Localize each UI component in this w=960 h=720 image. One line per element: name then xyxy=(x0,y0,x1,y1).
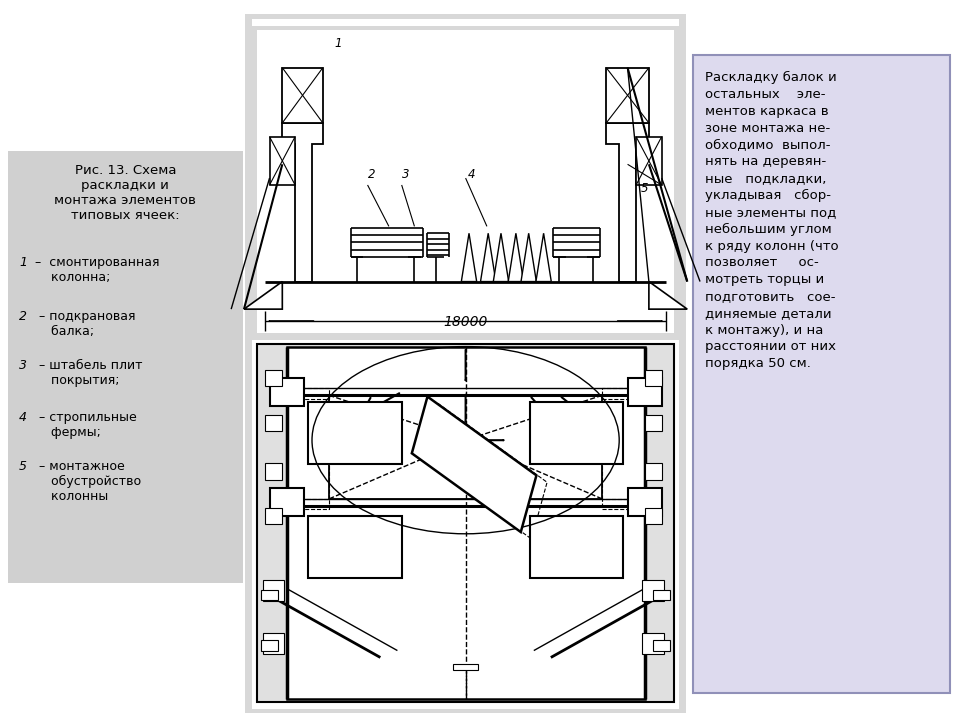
Polygon shape xyxy=(462,233,477,282)
Text: 5: 5 xyxy=(19,460,27,473)
Polygon shape xyxy=(244,282,282,309)
Bar xyxy=(261,590,278,600)
Text: 3: 3 xyxy=(19,359,27,372)
Bar xyxy=(265,463,282,480)
Text: 18000: 18000 xyxy=(444,315,488,328)
Polygon shape xyxy=(649,282,687,309)
Bar xyxy=(628,378,661,405)
Bar xyxy=(252,19,679,709)
Bar xyxy=(308,402,401,464)
Bar xyxy=(644,463,661,480)
Text: 2: 2 xyxy=(368,168,375,181)
Bar xyxy=(653,640,670,651)
Text: 5: 5 xyxy=(641,182,648,195)
Bar xyxy=(256,30,675,333)
Polygon shape xyxy=(282,123,323,282)
Polygon shape xyxy=(412,397,537,532)
Text: 2: 2 xyxy=(19,310,27,323)
Bar xyxy=(607,68,649,123)
Bar xyxy=(287,389,329,399)
Bar xyxy=(287,347,644,699)
Polygon shape xyxy=(521,233,537,282)
Bar xyxy=(287,347,644,699)
Bar xyxy=(602,499,644,509)
Bar xyxy=(644,415,661,431)
Bar xyxy=(642,634,663,654)
Bar xyxy=(642,580,663,601)
Text: Рис. 13. Схема
раскладки и
монтажа элементов
типовых ячеек:: Рис. 13. Схема раскладки и монтажа элеме… xyxy=(55,164,196,222)
Bar xyxy=(628,488,661,516)
Bar xyxy=(602,389,644,399)
Bar xyxy=(256,343,675,702)
Polygon shape xyxy=(493,233,509,282)
Bar xyxy=(653,590,670,600)
Bar xyxy=(287,499,329,509)
Bar xyxy=(282,68,323,123)
Text: Раскладку балок и
остальных    эле-
ментов каркаса в
зоне монтажа не-
обходимо  : Раскладку балок и остальных эле- ментов … xyxy=(705,71,838,370)
Bar xyxy=(329,395,602,499)
Text: 3: 3 xyxy=(402,168,410,181)
Bar xyxy=(644,508,661,524)
Bar xyxy=(265,415,282,431)
Text: 4: 4 xyxy=(468,168,476,181)
Polygon shape xyxy=(508,233,523,282)
Text: – штабель плит
    покрытия;: – штабель плит покрытия; xyxy=(35,359,142,387)
Bar xyxy=(8,151,243,583)
Polygon shape xyxy=(607,123,649,282)
Polygon shape xyxy=(536,233,551,282)
Bar xyxy=(261,640,278,651)
Text: 4: 4 xyxy=(19,411,27,424)
Bar xyxy=(530,402,623,464)
Bar xyxy=(270,137,295,185)
Bar xyxy=(270,488,303,516)
Bar xyxy=(265,508,282,524)
Text: –  смонтированная
    колонна;: – смонтированная колонна; xyxy=(35,256,159,284)
Text: 1: 1 xyxy=(19,256,27,269)
Bar xyxy=(245,14,686,713)
Text: 1: 1 xyxy=(334,37,342,50)
Bar xyxy=(270,378,303,405)
Bar xyxy=(263,580,284,601)
Text: – подкрановая
    балка;: – подкрановая балка; xyxy=(35,310,135,338)
Bar xyxy=(453,665,478,670)
Bar xyxy=(308,516,401,578)
Bar xyxy=(693,55,950,693)
Text: – монтажное
    обустройство
    колонны: – монтажное обустройство колонны xyxy=(35,460,141,503)
Bar xyxy=(530,516,623,578)
Bar xyxy=(644,370,661,387)
Bar xyxy=(265,370,282,387)
Bar xyxy=(252,27,679,340)
Text: – стропильные
    фермы;: – стропильные фермы; xyxy=(35,411,136,439)
Bar xyxy=(636,137,661,185)
Bar xyxy=(263,634,284,654)
Polygon shape xyxy=(481,233,496,282)
